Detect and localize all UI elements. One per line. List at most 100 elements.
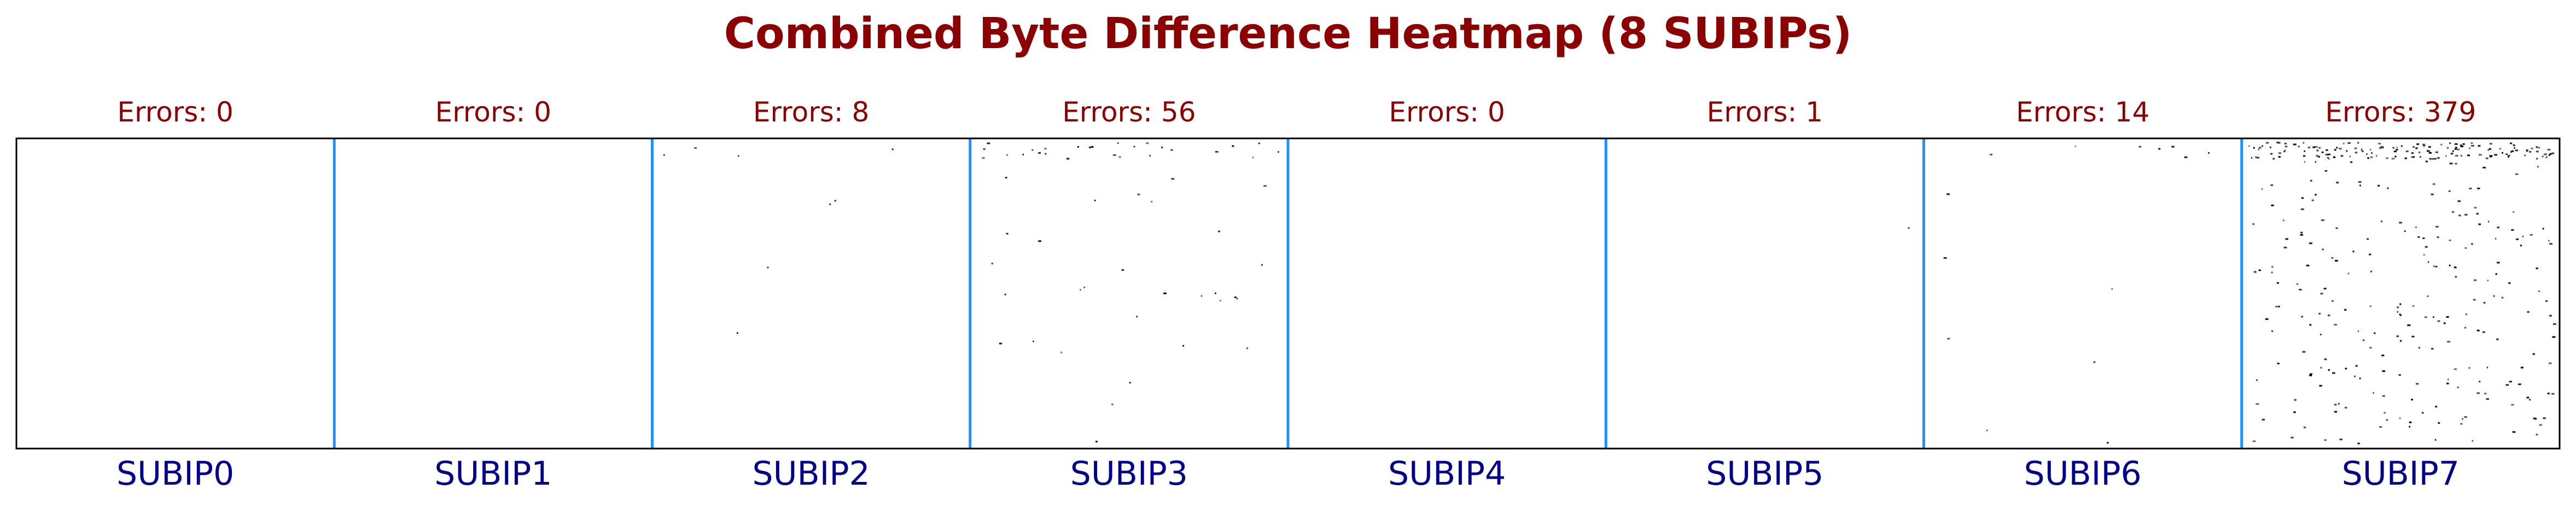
error-pixel [2336, 182, 2339, 184]
error-pixel [2334, 324, 2338, 326]
error-pixel [2355, 365, 2358, 367]
error-pixel [2429, 152, 2432, 154]
error-pixel [2283, 247, 2287, 249]
error-pixel [2462, 143, 2465, 145]
error-pixel [2376, 155, 2377, 157]
error-pixel [2547, 149, 2551, 151]
error-pixel [2464, 214, 2468, 216]
error-pixel [2418, 347, 2420, 349]
error-pixel [2283, 219, 2284, 222]
error-pixel [2431, 348, 2434, 350]
error-pixel [663, 154, 665, 156]
error-pixel [2452, 211, 2455, 213]
error-pixel [2435, 405, 2438, 408]
error-pixel [1908, 227, 1910, 229]
error-pixel [2545, 156, 2548, 158]
error-pixel [2340, 155, 2344, 157]
error-pixel [2377, 185, 2380, 187]
error-pixel [2549, 153, 2552, 155]
error-pixel [2382, 395, 2385, 397]
error-pixel [2527, 311, 2530, 313]
error-pixel [2416, 143, 2420, 146]
error-pixel [2425, 246, 2428, 248]
error-pixel [2320, 367, 2322, 369]
error-pixel [1149, 155, 1151, 157]
error-pixel [2468, 367, 2470, 369]
error-pixel [2386, 419, 2388, 421]
error-pixel [1121, 269, 1124, 271]
error-pixel [2538, 147, 2540, 149]
error-pixel [2284, 146, 2288, 148]
error-pixel [2311, 199, 2314, 201]
error-pixel [2358, 330, 2359, 332]
error-pixel [2427, 295, 2429, 297]
error-pixel [2398, 374, 2401, 376]
error-pixel [2256, 403, 2259, 405]
error-pixel [2454, 148, 2457, 150]
error-pixel [2411, 399, 2413, 400]
error-pixel [2520, 367, 2523, 369]
error-pixel [2380, 146, 2383, 148]
error-pixel [1252, 156, 1254, 159]
error-pixel [2359, 184, 2361, 187]
error-pixel [2508, 155, 2510, 156]
error-pixel [2458, 214, 2461, 217]
error-pixel [2252, 223, 2255, 225]
error-pixel [2460, 423, 2463, 425]
error-pixel [2357, 443, 2360, 445]
error-pixel [2400, 314, 2402, 316]
error-pixel [2315, 194, 2317, 196]
subip-label: SUBIP3 [1070, 455, 1188, 493]
error-pixel [2411, 156, 2414, 158]
error-pixel [2447, 341, 2451, 343]
error-pixel [2283, 150, 2285, 153]
error-pixel [2445, 155, 2447, 157]
error-pixel [2511, 229, 2514, 231]
error-pixel [2434, 439, 2437, 441]
error-pixel [1170, 149, 1173, 151]
error-pixel [2253, 147, 2255, 149]
error-pixel [2310, 179, 2312, 182]
error-pixel [2434, 158, 2437, 160]
error-pixel [1246, 347, 1248, 350]
error-pixel [1133, 146, 1135, 148]
error-pixel [2449, 142, 2451, 144]
error-pixel [2544, 153, 2547, 155]
error-pixel [2399, 417, 2401, 420]
error-pixel [2457, 386, 2460, 388]
error-pixel [2312, 146, 2315, 148]
error-pixel [2409, 426, 2410, 428]
error-pixel [2542, 155, 2544, 158]
error-pixel [2536, 146, 2538, 148]
error-pixel [2276, 142, 2278, 144]
error-pixel [2350, 161, 2353, 163]
error-pixel [2501, 296, 2504, 299]
error-pixel [2510, 142, 2513, 144]
error-pixel [2548, 362, 2552, 364]
error-pixel [2511, 404, 2514, 406]
error-pixel [2367, 157, 2369, 159]
error-pixel [2435, 265, 2438, 267]
error-pixel [2464, 247, 2467, 249]
error-pixel [2366, 153, 2368, 155]
error-pixel [2455, 147, 2457, 149]
error-pixel [2526, 149, 2529, 152]
error-pixel [2422, 412, 2424, 414]
error-pixel [2328, 158, 2330, 160]
error-pixel [2381, 220, 2383, 223]
error-pixel [2455, 155, 2457, 157]
error-pixel [2417, 236, 2420, 238]
error-pixel [1031, 149, 1034, 151]
error-pixel [2315, 161, 2316, 163]
error-pixel [1111, 403, 1114, 405]
error-pixel [2335, 227, 2338, 229]
error-pixel [2392, 147, 2394, 149]
error-pixel [2318, 147, 2321, 149]
error-pixel [2354, 147, 2357, 149]
error-pixel [2272, 158, 2275, 160]
error-pixel [2433, 265, 2435, 267]
error-pixel [2539, 424, 2542, 426]
error-pixel [2536, 267, 2538, 270]
error-count-label: Errors: 0 [435, 96, 551, 128]
error-pixel [2300, 231, 2303, 234]
